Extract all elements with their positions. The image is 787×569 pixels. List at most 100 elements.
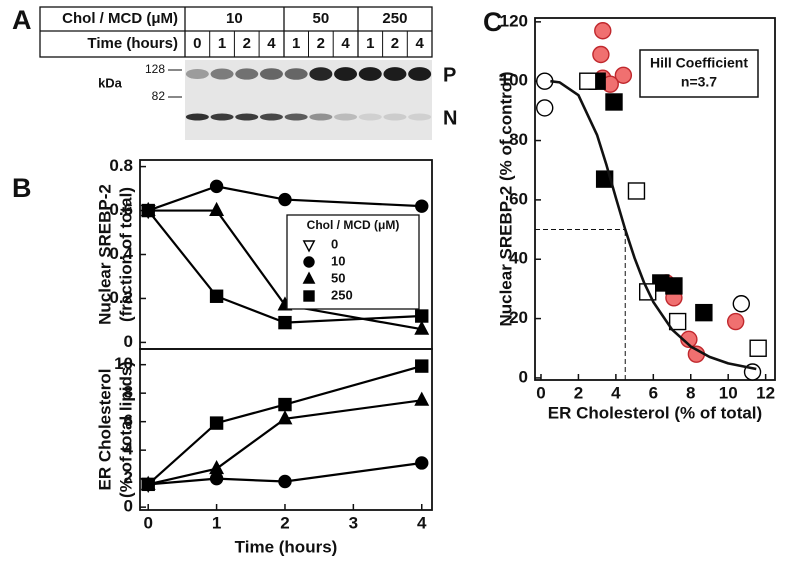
y-tick-label: 0.4 bbox=[109, 244, 133, 263]
marker bbox=[141, 477, 155, 492]
marker bbox=[278, 397, 292, 412]
marker bbox=[415, 199, 429, 213]
time-label: 4 bbox=[341, 35, 350, 52]
legend-title: Chol / MCD (μM) bbox=[307, 218, 400, 232]
y-tick-label: 120 bbox=[500, 11, 528, 30]
blot-band bbox=[383, 67, 407, 81]
time-label: 0 bbox=[193, 35, 201, 52]
fit-curve bbox=[550, 79, 757, 371]
blot-band bbox=[309, 67, 333, 81]
x-tick-label: 2 bbox=[574, 383, 583, 402]
legend-label: 10 bbox=[331, 253, 345, 268]
time-label: 2 bbox=[317, 35, 325, 52]
marker bbox=[665, 277, 683, 295]
blot-band bbox=[235, 113, 259, 121]
blot-band bbox=[284, 68, 308, 80]
blot-band bbox=[185, 68, 209, 80]
marker bbox=[209, 289, 224, 303]
y-tick-label: 60 bbox=[509, 189, 528, 208]
marker bbox=[209, 459, 225, 475]
marker bbox=[209, 201, 225, 217]
treatment-label: Chol / MCD (μM) bbox=[62, 10, 178, 27]
series-line bbox=[147, 209, 422, 324]
band-label: P bbox=[443, 64, 456, 86]
y-axis-title: (% of total lipids) bbox=[116, 361, 135, 498]
blot-band bbox=[210, 68, 234, 80]
time-label: 4 bbox=[267, 35, 276, 52]
blot-header bbox=[39, 6, 433, 58]
series-line bbox=[147, 399, 422, 486]
marker bbox=[614, 66, 633, 84]
annotation: n=3.7 bbox=[681, 74, 717, 90]
blot-band bbox=[408, 113, 432, 121]
annotation-box bbox=[639, 49, 759, 98]
x-tick-label: 1 bbox=[212, 513, 221, 532]
panel-label: B bbox=[12, 173, 32, 203]
header-frame bbox=[39, 6, 433, 58]
marker bbox=[209, 471, 224, 486]
marker bbox=[592, 45, 610, 64]
x-tick-label: 0 bbox=[143, 513, 152, 532]
band-label: N bbox=[443, 107, 457, 129]
time-label: 1 bbox=[366, 35, 374, 52]
y-tick-label: 0.8 bbox=[109, 156, 133, 175]
marker bbox=[415, 456, 429, 470]
series-line bbox=[147, 185, 422, 212]
marker bbox=[414, 320, 430, 335]
legend-marker bbox=[302, 271, 316, 284]
blot-band bbox=[210, 113, 234, 121]
series-line bbox=[147, 365, 423, 486]
concentration-label: 10 bbox=[226, 10, 243, 27]
y-tick-label: 80 bbox=[509, 130, 528, 149]
blot-band bbox=[185, 113, 209, 121]
mw-unit: kDa bbox=[98, 75, 123, 90]
marker bbox=[536, 99, 554, 117]
x-tick-label: 3 bbox=[349, 513, 358, 532]
legend-label: 250 bbox=[331, 287, 353, 302]
blot-band bbox=[358, 113, 382, 121]
marker bbox=[277, 410, 293, 425]
time-label: 1 bbox=[292, 35, 300, 52]
x-axis-title: ER Cholesterol (% of total) bbox=[548, 403, 762, 422]
annotation: Hill Coefficient bbox=[650, 55, 748, 71]
y-tick-label: 6 bbox=[124, 411, 133, 430]
marker bbox=[209, 179, 224, 194]
blot-band bbox=[309, 113, 333, 121]
x-tick-label: 12 bbox=[756, 383, 775, 402]
time-label: 1 bbox=[218, 35, 226, 52]
blot-band bbox=[284, 113, 308, 121]
marker bbox=[415, 359, 429, 373]
time-label: 2 bbox=[391, 35, 399, 52]
blot-band bbox=[358, 67, 382, 81]
marker bbox=[627, 182, 646, 200]
marker bbox=[732, 295, 751, 313]
concentration-label: 250 bbox=[382, 10, 407, 27]
marker bbox=[695, 303, 713, 322]
mw-marker: 82 bbox=[152, 89, 166, 103]
blot-band bbox=[383, 113, 407, 121]
marker bbox=[278, 192, 292, 207]
y-tick-label: 0 bbox=[124, 497, 133, 516]
blot-band bbox=[259, 113, 283, 121]
marker bbox=[536, 72, 554, 90]
marker bbox=[680, 330, 698, 349]
y-axis-title: (fraction of total) bbox=[116, 187, 135, 322]
series-line bbox=[148, 209, 422, 331]
marker bbox=[605, 93, 623, 111]
marker bbox=[278, 315, 292, 330]
y-tick-label: 0.2 bbox=[109, 288, 133, 307]
x-tick-label: 10 bbox=[719, 383, 738, 402]
marker bbox=[414, 391, 430, 406]
legend-marker bbox=[303, 290, 315, 302]
y-tick-label: 8 bbox=[124, 383, 133, 402]
y-tick-label: 2 bbox=[124, 468, 133, 487]
y-tick-label: 20 bbox=[509, 308, 528, 327]
marker bbox=[415, 309, 429, 323]
panel-label: C bbox=[483, 7, 503, 37]
y-axis-title: ER Cholesterol bbox=[95, 369, 114, 491]
concentration-label: 50 bbox=[313, 10, 330, 27]
marker bbox=[278, 474, 292, 489]
marker bbox=[749, 339, 767, 357]
marker bbox=[594, 22, 612, 40]
